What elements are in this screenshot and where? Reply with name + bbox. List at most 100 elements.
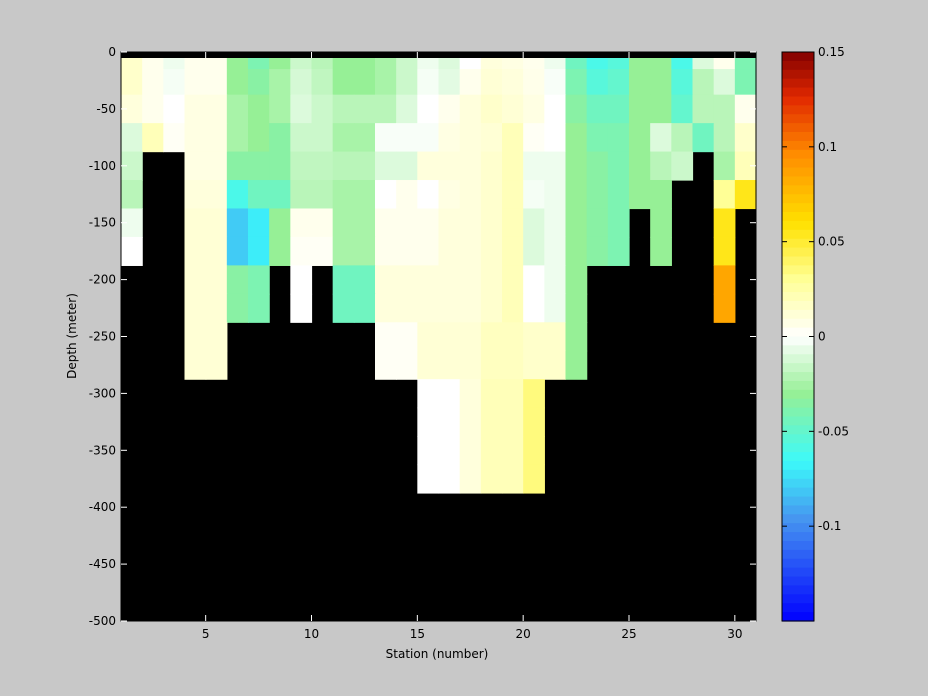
heatmap-cell bbox=[353, 151, 376, 181]
heatmap-cell bbox=[438, 123, 461, 153]
heatmap-cell bbox=[311, 151, 334, 181]
heatmap-cell bbox=[629, 151, 651, 181]
heatmap-cell bbox=[480, 265, 503, 295]
colorbar: 0.15 0.1 0.05 0 -0.05 -0.1 bbox=[781, 45, 849, 622]
colorbar-swatch bbox=[782, 380, 814, 391]
heatmap-cell bbox=[523, 436, 545, 466]
heatmap-cell bbox=[502, 151, 524, 181]
heatmap-cell bbox=[671, 151, 694, 181]
heatmap-cell bbox=[311, 236, 334, 266]
heatmap-cell bbox=[248, 180, 270, 210]
heatmap-cell bbox=[438, 350, 461, 380]
colorbar-swatch bbox=[782, 532, 814, 542]
heatmap-cell bbox=[163, 94, 186, 124]
heatmap-cell bbox=[396, 94, 418, 124]
colorbar-swatch bbox=[782, 194, 814, 204]
heatmap-cell bbox=[629, 123, 651, 153]
y-tick-label: -400 bbox=[89, 500, 116, 514]
heatmap-cell bbox=[459, 151, 482, 181]
heatmap-cell bbox=[502, 322, 524, 352]
colorbar-tick-label: -0.1 bbox=[818, 519, 841, 533]
colorbar-swatch bbox=[782, 96, 814, 106]
heatmap-cell bbox=[713, 236, 736, 266]
heatmap-cell bbox=[438, 293, 461, 323]
heatmap-cell bbox=[438, 151, 461, 181]
heatmap-cell bbox=[184, 94, 207, 124]
heatmap-cell bbox=[650, 123, 672, 153]
heatmap-cell bbox=[353, 69, 376, 96]
heatmap-cell bbox=[502, 123, 524, 153]
heatmap-cell bbox=[290, 123, 313, 153]
heatmap-cell bbox=[142, 69, 164, 96]
heatmap-cell bbox=[205, 293, 228, 323]
heatmap-cell bbox=[523, 265, 545, 295]
heatmap-cell bbox=[417, 464, 440, 494]
y-tick-label: -200 bbox=[89, 273, 116, 287]
heatmap-cell bbox=[375, 180, 397, 210]
heatmap-cell bbox=[692, 123, 715, 153]
heatmap-cell bbox=[607, 208, 630, 238]
heatmap-cell bbox=[502, 208, 524, 238]
colorbar-swatch bbox=[782, 78, 814, 89]
heatmap-cell bbox=[523, 379, 545, 409]
heatmap-cell bbox=[290, 265, 313, 295]
heatmap-cell bbox=[480, 123, 503, 153]
heatmap-cell bbox=[692, 69, 715, 96]
colorbar-swatch bbox=[782, 203, 814, 213]
heatmap-cell bbox=[248, 208, 270, 238]
colorbar-swatch bbox=[782, 594, 814, 604]
heatmap-cell bbox=[565, 94, 588, 124]
heatmap-cell bbox=[332, 123, 355, 153]
heatmap-cell bbox=[226, 69, 249, 96]
heatmap-cell bbox=[650, 236, 672, 266]
heatmap-cell bbox=[565, 265, 588, 295]
heatmap-cell bbox=[438, 208, 461, 238]
heatmap-cell bbox=[438, 436, 461, 466]
heatmap-cell bbox=[459, 407, 482, 437]
heatmap-cell bbox=[523, 94, 545, 124]
heatmap-cell bbox=[375, 123, 397, 153]
heatmap-cell bbox=[713, 123, 736, 153]
colorbar-swatch bbox=[782, 407, 814, 418]
colorbar-swatch bbox=[782, 398, 814, 409]
heatmap-cell bbox=[269, 208, 291, 238]
heatmap-cell bbox=[226, 236, 249, 266]
heatmap-cell bbox=[523, 350, 545, 380]
heatmap-cell bbox=[226, 265, 249, 295]
heatmap-cell bbox=[650, 94, 672, 124]
colorbar-swatch bbox=[782, 212, 814, 222]
colorbar-swatch bbox=[782, 132, 814, 142]
heatmap-cell bbox=[438, 322, 461, 352]
heatmap-cell bbox=[459, 180, 482, 210]
heatmap-cell bbox=[671, 94, 694, 124]
heatmap-cell bbox=[523, 208, 545, 238]
heatmap-cell bbox=[544, 322, 567, 352]
heatmap-cell bbox=[480, 350, 503, 380]
heatmap-cell bbox=[671, 123, 694, 153]
heatmap-cell bbox=[184, 350, 207, 380]
heatmap-cell bbox=[375, 293, 397, 323]
colorbar-swatch bbox=[782, 540, 814, 551]
heatmap-cell bbox=[502, 236, 524, 266]
heatmap-cell bbox=[269, 69, 291, 96]
y-tick-label: -100 bbox=[89, 159, 116, 173]
heatmap-cell bbox=[121, 236, 143, 266]
heatmap-cell bbox=[332, 69, 355, 96]
heatmap-cell bbox=[205, 180, 228, 210]
heatmap-cell bbox=[332, 293, 355, 323]
x-axis-label: Station (number) bbox=[386, 647, 489, 661]
heatmap-cell bbox=[438, 180, 461, 210]
heatmap-cell bbox=[121, 208, 143, 238]
heatmap-cell bbox=[417, 123, 440, 153]
heatmap-cell bbox=[396, 180, 418, 210]
heatmap-cell bbox=[544, 265, 567, 295]
colorbar-swatch bbox=[782, 149, 814, 160]
heatmap-cell bbox=[121, 180, 143, 210]
heatmap-cell bbox=[459, 208, 482, 238]
heatmap-cell bbox=[523, 293, 545, 323]
heatmap-cell bbox=[396, 236, 418, 266]
heatmap-cell bbox=[607, 151, 630, 181]
heatmap-cell bbox=[459, 379, 482, 409]
heatmap-cell bbox=[480, 69, 503, 96]
